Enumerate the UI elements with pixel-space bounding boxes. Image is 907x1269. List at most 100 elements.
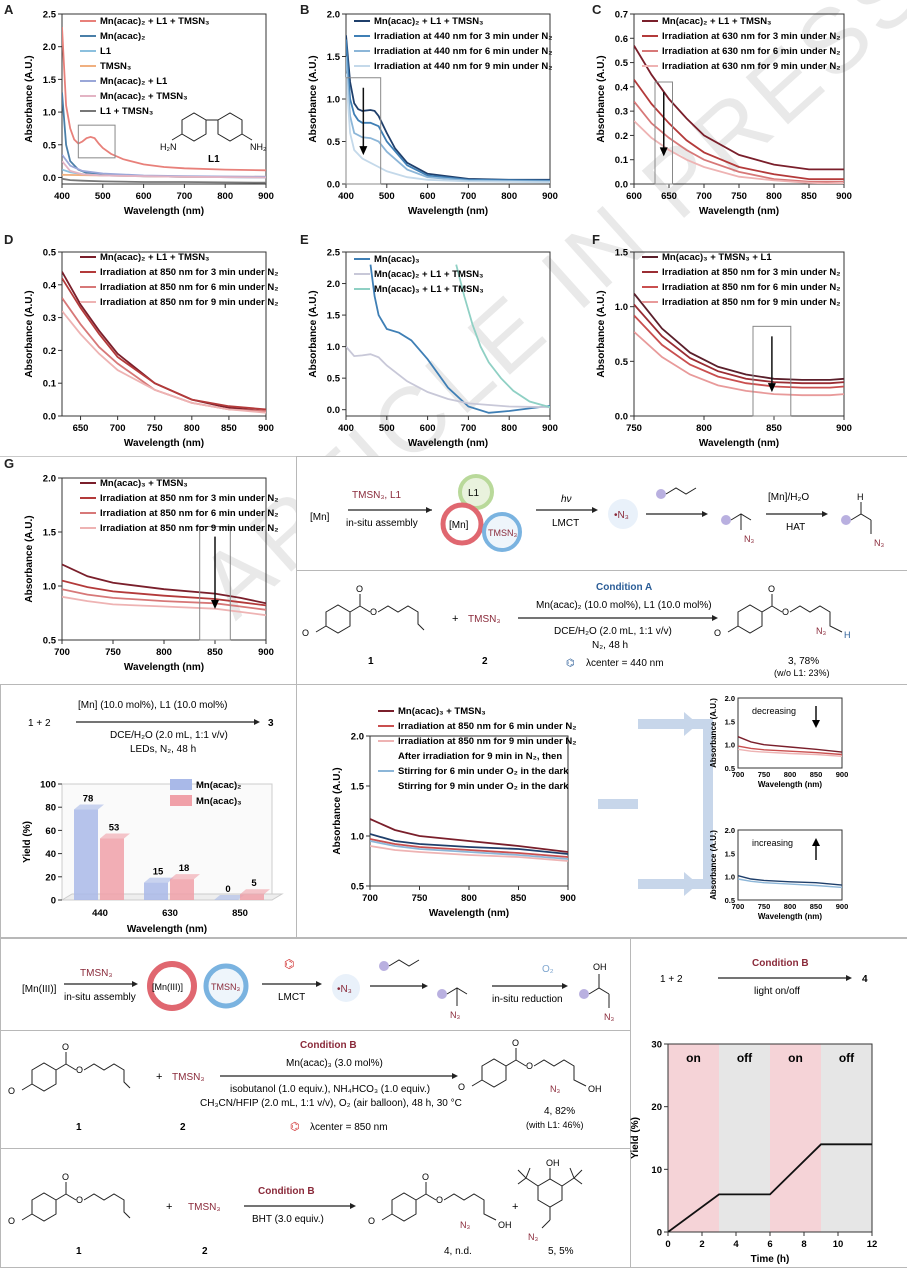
chart-d-series-2 (62, 297, 266, 412)
o-title: Condition B (752, 958, 809, 969)
i-po1: O (768, 584, 775, 594)
i-o2: O (370, 607, 377, 617)
inset-ytick-bottom-3: 2.0 (725, 826, 735, 835)
chart-a-xlabel: Wavelength (nm) (124, 206, 204, 217)
panel-label-f: F (592, 232, 600, 247)
j-eq-right: 3 (268, 718, 274, 729)
inset-frame-top (737, 697, 843, 769)
h-mn: [Mn] (310, 512, 330, 523)
inset-decreasing: 0.5 1.0 1.5 2.0 700 750 800 850 900 Wavelength (n… (709, 694, 848, 789)
chart-j-bar-1-0 (144, 882, 168, 900)
chart-b-legend-label-0: Mn(acac)₂ + L1 + TMSN₃ (374, 16, 483, 27)
n-plus2: + (512, 1201, 518, 1213)
inset-ytick-top-0: 0.5 (725, 764, 735, 773)
chart-e-xtick-label-3: 700 (460, 423, 476, 434)
panel-label-d: D (4, 232, 14, 247)
chart-k-xtick-label-1: 750 (412, 893, 428, 904)
gear-tmsn3-icon (482, 512, 522, 552)
bulb-m-icon: ⌬ (290, 1121, 300, 1133)
l1-caption: L1 (208, 154, 220, 165)
chart-o: on off on off 0 2 4 6 8 10 12 0 10 20 30 Time (h) Yield … (630, 1040, 877, 1266)
chart-g-legend-label-2: Irradiation at 850 nm for 6 min under N₂ (100, 508, 278, 519)
chart-f-frame (633, 251, 845, 417)
l-assembly: in-situ assembly (64, 992, 136, 1003)
chart-g-xtick-label-3: 850 (207, 647, 223, 658)
chart-j-ytick-label-0: 0 (51, 896, 56, 907)
i-product: 3, 78% (788, 656, 819, 667)
scheme-j: 1 + 2 [Mn] (10.0 mol%), L1 (10.0 mol%) 3… (28, 700, 274, 755)
chart-f-xtick-label-2: 850 (766, 423, 782, 434)
scheme-o: 1 + 2 Condition B 4 light on/off (660, 958, 868, 997)
chart-f-xtick-label-0: 750 (626, 423, 642, 434)
n-bht-n3: N₃ (528, 1232, 538, 1242)
chart-g-ylabel: Absorbance (A.U.) (24, 515, 35, 602)
l-oh: OH (593, 962, 607, 972)
panel-label-a: A (4, 2, 14, 17)
inset-series-top-2 (737, 748, 843, 757)
chart-d-xtick-label-1: 700 (110, 423, 126, 434)
chart-f-legend-label-0: Mn(acac)₃ + TMSN₃ + L1 (662, 252, 772, 263)
inset-ylabel-top: Absorbance (A.U.) (709, 698, 718, 768)
inset-ytick-top-3: 2.0 (725, 694, 735, 703)
panel-label-g: G (4, 456, 15, 471)
chart-g-ytick-label-0: 0.5 (43, 636, 57, 647)
chart-d-xlabel: Wavelength (nm) (124, 438, 204, 449)
inset-arrowhead-down-icon (812, 720, 820, 728)
n-o2: O (76, 1195, 83, 1205)
chart-j-ylabel: Yield (%) (22, 821, 33, 863)
chart-f-series-1 (634, 303, 844, 385)
chart-f-xtick-label-1: 800 (696, 423, 712, 434)
i-sm2: 2 (482, 656, 488, 667)
inset-increasing: 0.5 1.0 1.5 2.0 700 750 800 850 900 Wavelength (n… (709, 826, 848, 921)
l-mn: [Mn(III)] (22, 984, 57, 995)
azide-radical-glow (608, 499, 638, 529)
n-additive: BHT (3.0 equiv.) (252, 1214, 324, 1225)
chart-e-legend-label-1: Mn(acac)₂ + L1 + TMSN₃ (374, 269, 483, 280)
chart-e-xtick-label-0: 400 (338, 423, 354, 434)
chart-a-highlight-box (77, 124, 116, 159)
inset-xlabel-top: Wavelength (nm) (758, 780, 822, 789)
h-radical: •N₃ (614, 510, 629, 521)
chart-g-xtick-label-0: 700 (54, 647, 70, 658)
i-line3: N₂, 48 h (592, 640, 628, 651)
m-add1: isobutanol (1.0 equiv.), NH₄HCO₃ (1.0 eq… (230, 1084, 430, 1095)
chart-f-series-0 (634, 292, 844, 381)
chart-d-xtick-label-5: 900 (258, 423, 274, 434)
chart-k-legend-label-2: Irradiation at 850 nm for 9 min under N₂ (398, 736, 576, 747)
h-reagents: TMSN₃, L1 (352, 490, 402, 501)
j-eq-left: 1 + 2 (28, 718, 51, 729)
chart-a-ytick-label-2: 1.0 (43, 108, 56, 119)
i-product-note: (w/o L1: 23%) (774, 668, 830, 678)
chart-j-ytick-label-4: 80 (45, 803, 56, 814)
chart-e-series-1 (346, 346, 550, 409)
m-tmsn3: TMSN₃ (172, 1072, 204, 1083)
chart-e-xtick-label-5: 900 (542, 423, 558, 434)
n-product5: 5, 5% (548, 1246, 574, 1257)
chart-e-xtick-label-2: 600 (420, 423, 436, 434)
chart-j-bar-top-1-0 (144, 877, 174, 883)
m-o2: O (76, 1065, 83, 1075)
chart-c-xtick-label-2: 700 (696, 191, 712, 202)
gear-mniii-icon (147, 961, 197, 1011)
chart-d-xtick-label-2: 750 (147, 423, 163, 434)
chart-f-ytick-label-3: 1.5 (615, 248, 629, 259)
chart-d-series-0 (62, 271, 266, 412)
chart-j-bar-top-2-0 (214, 895, 244, 900)
m-po3: O (458, 1082, 465, 1092)
chart-k-ytick-label-1: 1.0 (351, 832, 364, 843)
chart-f-ytick-label-2: 1.0 (615, 302, 628, 313)
chart-b-legend-label-1: Irradiation at 440 nm for 3 min under N₂ (374, 31, 552, 42)
chart-f-legend-label-2: Irradiation at 850 nm for 6 min under N₂ (662, 282, 840, 293)
chart-d-ylabel: Absorbance (A.U.) (24, 290, 35, 377)
chart-a-legend-label-4: Mn(acac)₂ + L1 (100, 76, 168, 87)
chart-c-ytick-label-7: 0.7 (615, 10, 628, 21)
m-o3: O (8, 1086, 15, 1096)
panel-label-c: C (592, 2, 602, 17)
n-product4: 4, n.d. (444, 1246, 472, 1257)
chart-e-series-2 (455, 264, 550, 409)
chart-k-xlabel: Wavelength (nm) (429, 908, 509, 919)
chart-k-series-3 (370, 840, 568, 860)
n-n3: N₃ (460, 1220, 470, 1230)
h-hat: HAT (786, 522, 805, 533)
chart-k-series-4 (370, 833, 568, 855)
